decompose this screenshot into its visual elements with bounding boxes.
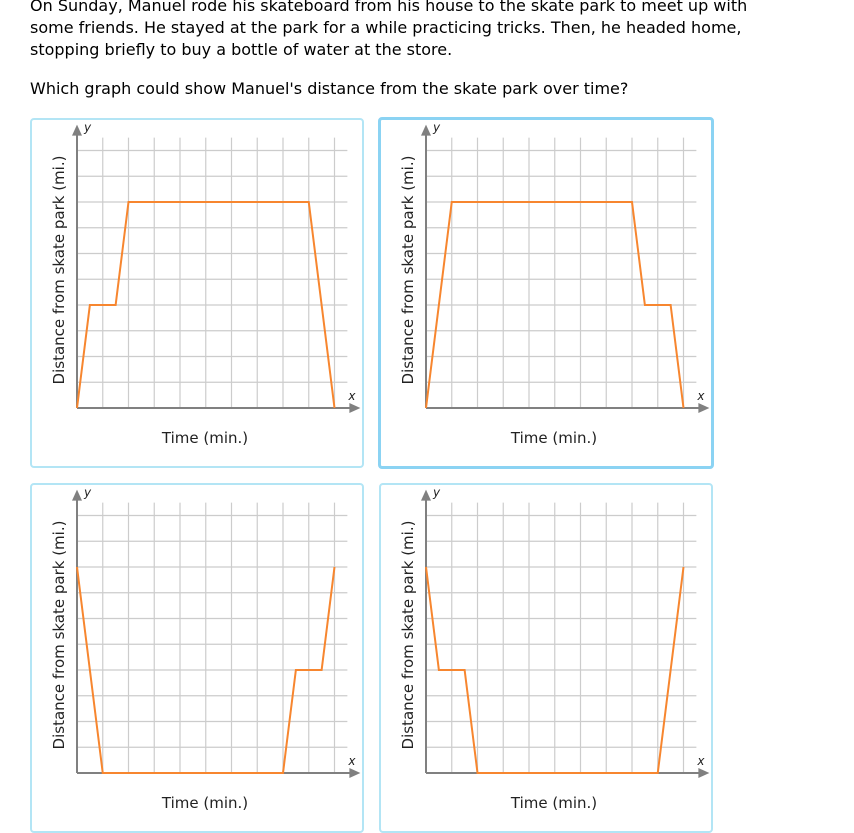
y-axis-arrow-icon [421, 124, 431, 136]
problem-paragraph: On Sunday, Manuel rode his skateboard fr… [30, 0, 748, 59]
x-axis-letter: x [696, 754, 705, 768]
x-axis-arrow-icon [349, 403, 361, 413]
y-axis-label: Distance from skate park (mi.) [399, 155, 417, 385]
problem-text: On Sunday, Manuel rode his skateboard fr… [30, 0, 790, 61]
distance-line [76, 201, 336, 409]
x-axis-label: Time (min.) [161, 794, 249, 812]
distance-line [76, 566, 336, 774]
y-axis-letter: y [83, 486, 92, 500]
y-axis-arrow-icon [72, 489, 82, 501]
x-axis-label: Time (min.) [510, 794, 598, 812]
y-axis-letter: y [83, 121, 92, 135]
y-axis-letter: y [432, 121, 441, 135]
x-axis-arrow-icon [698, 768, 710, 778]
x-axis-arrow-icon [698, 403, 710, 413]
x-axis-label: Time (min.) [161, 429, 249, 447]
y-axis-label: Distance from skate park (mi.) [399, 520, 417, 750]
distance-line [425, 201, 685, 409]
distance-line [425, 566, 685, 774]
graph: xy [421, 121, 710, 413]
y-axis-label: Distance from skate park (mi.) [50, 155, 68, 385]
y-axis-arrow-icon [421, 489, 431, 501]
graph: xy [72, 121, 361, 413]
x-axis-letter: x [696, 389, 705, 403]
question-text: Which graph could show Manuel's distance… [30, 79, 629, 98]
x-axis-letter: x [347, 389, 356, 403]
y-axis-letter: y [432, 486, 441, 500]
x-axis-letter: x [347, 754, 356, 768]
y-axis-label: Distance from skate park (mi.) [50, 520, 68, 750]
x-axis-arrow-icon [349, 768, 361, 778]
graph: xy [421, 486, 710, 778]
y-axis-arrow-icon [72, 124, 82, 136]
x-axis-label: Time (min.) [510, 429, 598, 447]
graph: xy [72, 486, 361, 778]
